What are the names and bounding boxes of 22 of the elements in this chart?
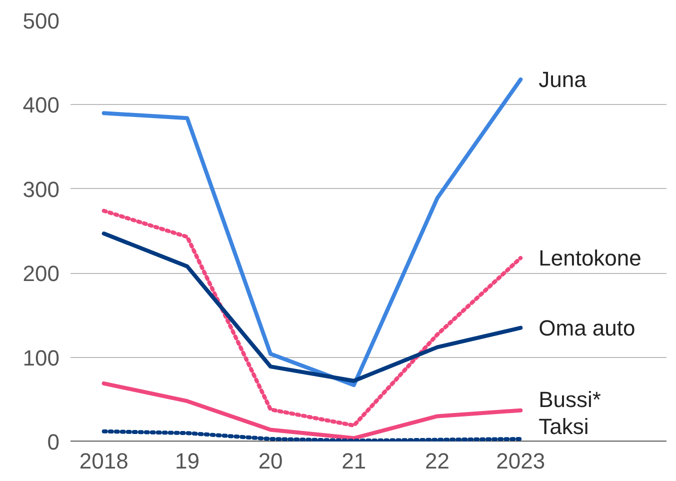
x-tick-label: 2023	[496, 448, 546, 474]
y-tick-label: 200	[22, 261, 60, 286]
line-series	[102, 208, 523, 428]
x-tick-label: 20	[258, 448, 283, 474]
y-tick-label: 400	[22, 92, 60, 118]
y-tick-label: 500	[22, 8, 60, 34]
series-label: Bussi*	[538, 387, 602, 412]
line-series	[102, 77, 523, 388]
y-tick-label: 100	[22, 345, 60, 370]
x-tick-label: 2018	[79, 448, 128, 474]
line-series	[102, 429, 523, 442]
line-series	[102, 232, 523, 383]
x-tick-label: 21	[342, 448, 366, 474]
x-tick-label: 22	[425, 448, 450, 474]
series-label: Oma auto	[538, 315, 636, 340]
x-tick-label: 19	[174, 448, 200, 474]
y-tick-label: 300	[22, 176, 60, 202]
series-label: Juna	[538, 66, 588, 92]
y-tick-label: 0	[47, 430, 60, 454]
line-series	[102, 381, 523, 440]
series-label: Taksi	[538, 414, 589, 439]
series-label: Lentokone	[538, 245, 642, 270]
